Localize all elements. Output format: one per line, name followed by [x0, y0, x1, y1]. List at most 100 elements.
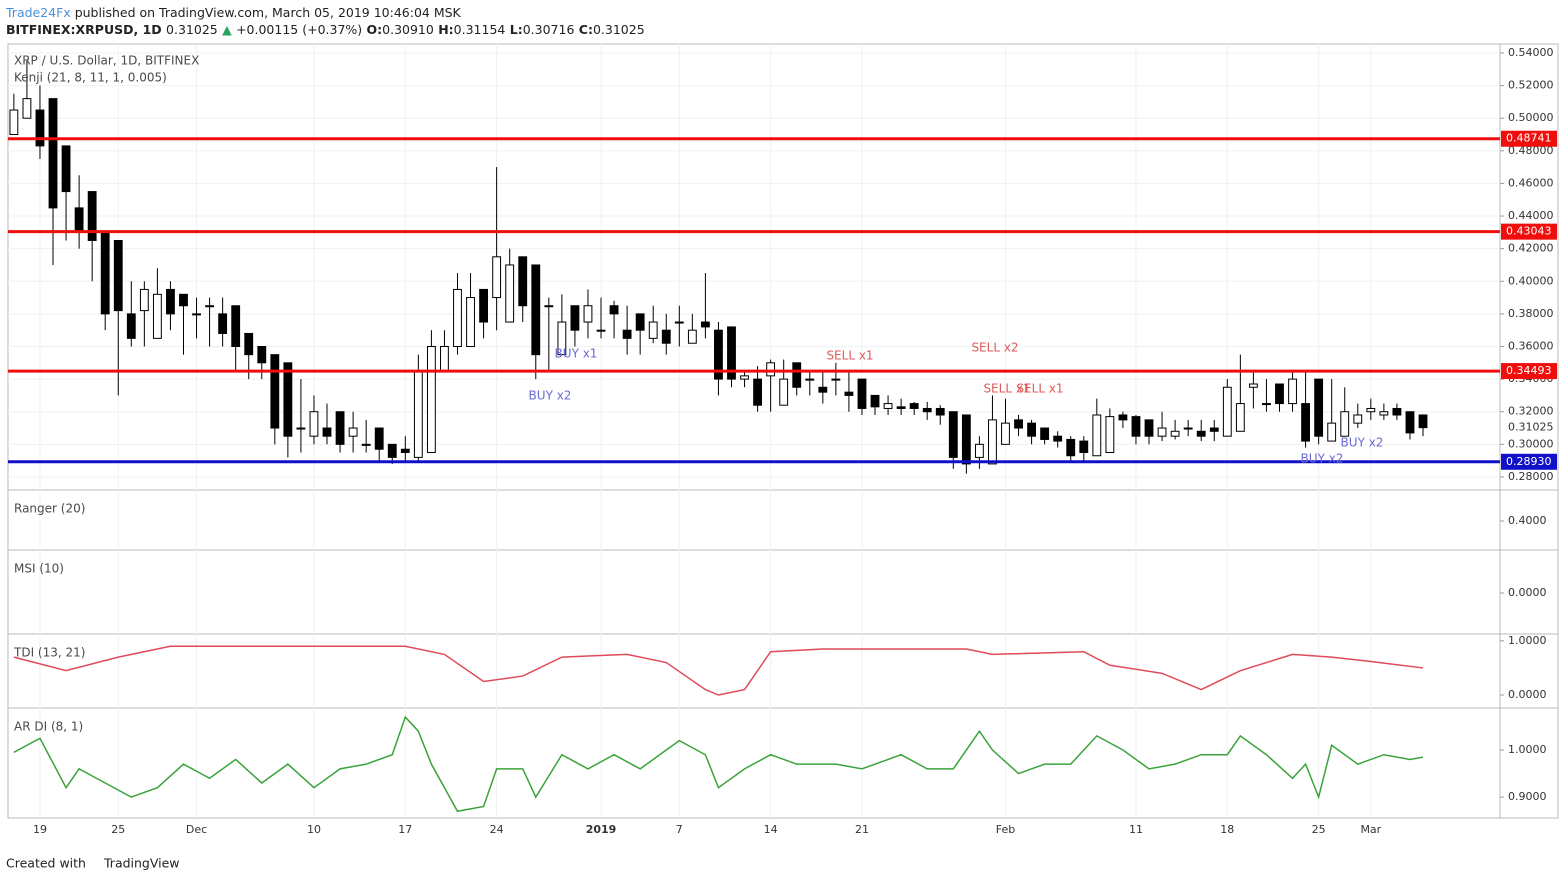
x-tick-label: Feb	[996, 823, 1015, 836]
candle-body	[466, 297, 475, 347]
candle-body	[1053, 435, 1063, 442]
candle-body	[35, 109, 45, 147]
candle-body	[961, 414, 971, 465]
candle-body	[779, 378, 789, 406]
candle-body	[426, 345, 436, 453]
indicator-line	[13, 645, 1424, 696]
l-label: L:	[510, 22, 523, 37]
candle-body	[1327, 422, 1337, 442]
level-tag	[1501, 453, 1557, 470]
candle-body	[1040, 427, 1050, 440]
annotation: BUY x2	[529, 389, 572, 403]
candle-body	[1340, 411, 1350, 437]
level-label: 0.28930	[1506, 455, 1552, 468]
candle-body	[1314, 378, 1324, 437]
y-tick-label: 0.0000	[1508, 586, 1547, 599]
candle-body	[61, 145, 71, 193]
candle-body	[492, 256, 502, 299]
candle-body	[687, 329, 697, 344]
candle-body	[113, 240, 123, 312]
x-tick-label: 25	[1312, 823, 1326, 836]
candle-body	[1222, 386, 1232, 437]
candle-body	[753, 378, 763, 406]
candle-body	[296, 427, 306, 430]
candle-body	[335, 411, 345, 445]
published: published on TradingView.com, March 05, …	[75, 5, 462, 20]
candle-body	[139, 288, 149, 312]
candle-body	[270, 354, 280, 429]
candle-body	[179, 293, 188, 307]
candle-body	[309, 411, 319, 437]
frame	[7, 43, 1559, 819]
candle-body	[9, 109, 19, 136]
footer-brand[interactable]: TradingView	[103, 856, 180, 871]
candle-body	[870, 394, 880, 408]
indicator-name: TDI (13, 21)	[13, 646, 85, 660]
indicator-name: AR DI (8, 1)	[14, 720, 83, 734]
candle-body	[935, 407, 945, 416]
level-label: 0.34493	[1506, 364, 1552, 377]
candle-body	[1105, 416, 1115, 453]
candle-body	[531, 264, 541, 356]
brand[interactable]: Trade24Fx	[5, 5, 71, 20]
candle-body	[400, 448, 410, 453]
candle-body	[714, 329, 723, 380]
candle-body	[22, 98, 32, 119]
annotation: BUY x1	[555, 347, 598, 361]
candle-body	[231, 305, 241, 347]
candle-body	[1288, 378, 1297, 405]
candle-body	[570, 305, 580, 331]
candle-body	[1183, 427, 1193, 430]
candle-body	[348, 427, 358, 437]
candle-body	[1014, 419, 1023, 429]
arrow: ▲	[222, 22, 232, 37]
candle-body	[505, 264, 515, 323]
y-tick-label: 0.46000	[1508, 176, 1554, 189]
candle-body	[1235, 403, 1245, 432]
c-label: C:	[579, 22, 593, 37]
candle-body	[192, 313, 201, 316]
candle-body	[792, 362, 802, 388]
candle-body	[126, 313, 136, 339]
annotation: BUY x2	[1341, 436, 1384, 450]
candle-body	[1131, 416, 1141, 437]
candle-body	[518, 256, 528, 307]
candle-body	[922, 407, 932, 413]
candle-body	[1248, 383, 1258, 388]
candle-body	[1092, 414, 1102, 457]
h: 0.31154	[454, 22, 506, 37]
candle-body	[361, 443, 371, 446]
y-tick-label: 0.4000	[1508, 514, 1547, 527]
candle-body	[700, 321, 710, 328]
chart-subtitle: Kenji (21, 8, 11, 1, 0.005)	[14, 71, 167, 85]
level-tag	[1501, 223, 1557, 240]
candle-body	[1066, 438, 1076, 457]
annotation: SELL x1	[826, 349, 873, 363]
candle-body	[48, 98, 58, 209]
candle-body	[896, 406, 906, 409]
y-tick-label: 1.0000	[1508, 634, 1547, 647]
x-tick-label: 18	[1220, 823, 1234, 836]
x-tick-label: 11	[1129, 823, 1143, 836]
candle-body	[1118, 414, 1128, 421]
candle-body	[387, 443, 397, 458]
candle-body	[1418, 414, 1428, 429]
candle-body	[1353, 414, 1363, 424]
candle-body	[1405, 411, 1415, 434]
candle-body	[740, 375, 749, 380]
x-tick-label: 7	[676, 823, 683, 836]
y-tick-label: 0.42000	[1508, 242, 1554, 255]
candle-body	[87, 191, 97, 242]
y-tick-label: 0.48000	[1508, 144, 1554, 157]
indicator-line	[13, 715, 1424, 813]
candle-body	[1170, 430, 1180, 437]
last-price-label: 0.31025	[1508, 421, 1554, 434]
symbol-line: BITFINEX:XRPUSD, 1D 0.31025 ▲ +0.00115 (…	[6, 22, 645, 37]
candle-body	[831, 378, 841, 381]
candle-body	[205, 305, 215, 308]
candle-body	[1275, 383, 1284, 405]
y-tick-label: 0.9000	[1508, 790, 1547, 803]
annotation: SELL x1	[1016, 382, 1063, 396]
candle-body	[1366, 407, 1376, 413]
y-tick-label: 0.28000	[1508, 470, 1554, 483]
